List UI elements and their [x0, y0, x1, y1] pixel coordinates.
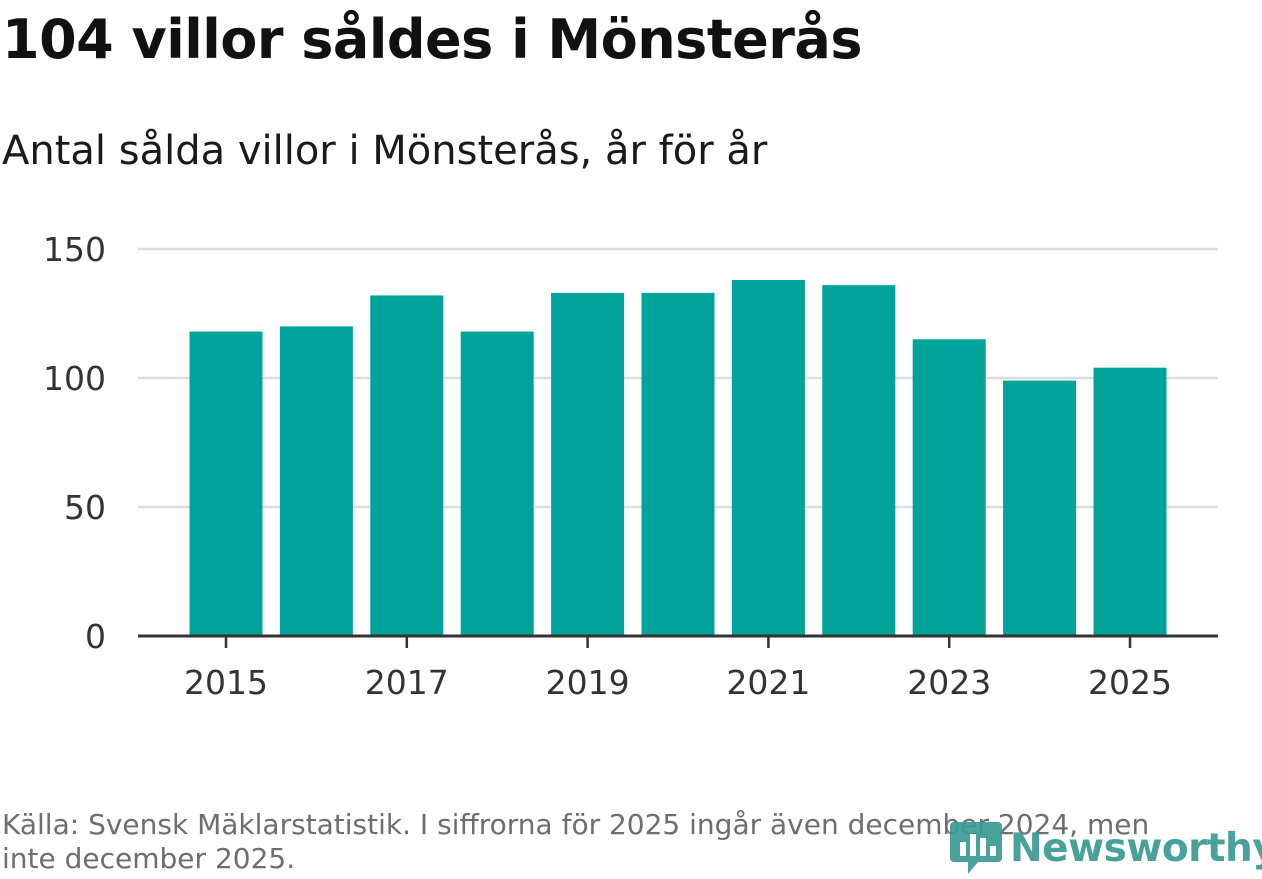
bar-2019	[551, 292, 625, 636]
bar-2017	[370, 295, 444, 636]
bar-2016	[279, 326, 353, 636]
y-tick-label-100: 100	[43, 359, 106, 398]
bar-2020	[641, 292, 715, 636]
bar-2024	[1003, 380, 1077, 636]
y-tick-label-0: 0	[85, 617, 106, 656]
x-tick-label-2025: 2025	[1088, 663, 1172, 702]
x-tick-label-2017: 2017	[365, 663, 449, 702]
y-axis-ticks: 0 50 100 150	[43, 230, 106, 656]
newsworthy-logo-icon	[950, 822, 1002, 874]
y-tick-label-150: 150	[43, 230, 106, 269]
brand-name: Newsworthy	[1010, 825, 1262, 871]
x-tick-label-2015: 2015	[184, 663, 268, 702]
chart-subtitle: Antal sålda villor i Mönsterås, år för å…	[2, 128, 768, 174]
x-tick-label-2019: 2019	[546, 663, 630, 702]
bars	[189, 279, 1167, 636]
brand-logo: Newsworthy	[948, 818, 1262, 878]
bar-2025	[1093, 367, 1167, 636]
bar-2022	[822, 285, 896, 636]
x-axis-ticks: 2015 2017 2019 2021 2023 2025	[184, 636, 1172, 702]
x-tick-label-2023: 2023	[907, 663, 991, 702]
y-tick-label-50: 50	[64, 488, 106, 527]
bar-2018	[460, 331, 534, 636]
x-tick-label-2021: 2021	[726, 663, 810, 702]
chart-title: 104 villor såldes i Mönsterås	[2, 8, 862, 71]
bar-2021	[731, 279, 805, 636]
bar-2023	[912, 339, 986, 636]
bar-2015	[189, 331, 263, 636]
